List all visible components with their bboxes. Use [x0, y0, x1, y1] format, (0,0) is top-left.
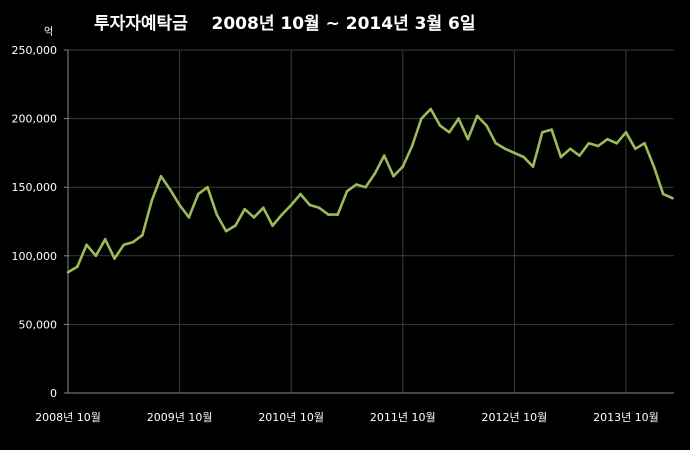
- data-point: [503, 147, 507, 151]
- data-point: [317, 206, 321, 210]
- data-point: [85, 243, 88, 247]
- data-point: [541, 131, 544, 134]
- data-point: [103, 238, 107, 241]
- data-point: [494, 142, 498, 145]
- data-point: [271, 224, 274, 227]
- data-point: [178, 203, 181, 207]
- data-point: [355, 183, 358, 186]
- data-point: [531, 165, 535, 168]
- data-point: [624, 131, 628, 134]
- y-tick-label: 200,000: [12, 113, 58, 126]
- data-point: [559, 155, 563, 159]
- data-point: [150, 199, 153, 203]
- x-tick-label: 2012년 10월: [481, 411, 547, 424]
- data-point: [568, 147, 572, 151]
- data-point: [66, 271, 70, 274]
- data-point: [671, 196, 674, 200]
- data-point: [206, 185, 209, 189]
- data-point: [113, 257, 116, 260]
- data-point: [596, 144, 600, 148]
- data-point: [634, 147, 637, 151]
- data-point: [122, 243, 126, 247]
- data-point: [606, 137, 609, 141]
- data-point: [187, 216, 191, 219]
- y-tick-label: 0: [50, 387, 57, 400]
- data-point: [224, 229, 228, 233]
- data-point: [643, 142, 646, 145]
- data-point: [420, 117, 423, 120]
- y-axis-unit: 억: [44, 26, 53, 38]
- data-point: [457, 117, 460, 120]
- data-point: [652, 165, 656, 168]
- x-tick-label: 2008년 10월: [35, 411, 101, 424]
- data-point: [252, 216, 256, 219]
- data-point: [364, 185, 367, 189]
- y-tick-label: 100,000: [12, 250, 58, 263]
- series-layer: [66, 107, 674, 274]
- data-point: [466, 137, 470, 141]
- x-tick-label: 2011년 10월: [370, 411, 436, 424]
- x-tick-label: 2013년 10월: [593, 411, 659, 424]
- data-point: [234, 224, 237, 227]
- data-point: [141, 233, 144, 237]
- data-point: [448, 131, 451, 134]
- data-point: [131, 240, 135, 244]
- data-point: [262, 206, 265, 210]
- data-point: [578, 154, 581, 157]
- y-tick-label: 250,000: [12, 44, 58, 57]
- data-point: [475, 114, 479, 118]
- data-point: [196, 192, 200, 196]
- data-point: [308, 203, 312, 207]
- data-point: [327, 213, 330, 216]
- data-point: [661, 192, 665, 196]
- chart-title: 투자자예탁금 2008년 10월 ~ 2014년 3월 6일: [94, 14, 476, 34]
- y-tick-label: 150,000: [12, 181, 58, 194]
- x-tick-label: 2010년 10월: [258, 411, 324, 424]
- plot-area: [68, 50, 674, 393]
- data-point: [94, 254, 98, 258]
- data-point: [587, 142, 591, 145]
- data-point: [522, 155, 525, 159]
- series-line: [67, 107, 674, 274]
- data-point: [215, 213, 219, 216]
- data-point: [615, 142, 618, 145]
- x-tick-label: 2009년 10월: [147, 411, 213, 424]
- data-point: [438, 124, 442, 127]
- y-tick-label: 50,000: [19, 318, 58, 331]
- data-point: [243, 207, 246, 211]
- data-point: [392, 174, 395, 178]
- data-point: [401, 165, 405, 168]
- axis-layer: 0 50,000 100,000 150,000 200,000 250,000 2008년…: [12, 44, 674, 424]
- data-point: [280, 213, 284, 216]
- data-point: [373, 172, 377, 175]
- data-point: [336, 213, 340, 216]
- data-point: [410, 144, 414, 148]
- data-point: [382, 154, 386, 157]
- data-point: [513, 151, 516, 155]
- data-point: [550, 128, 553, 131]
- data-point: [429, 107, 433, 111]
- data-point: [345, 190, 349, 193]
- data-point: [76, 265, 79, 269]
- data-point: [289, 203, 293, 207]
- data-point: [159, 174, 163, 178]
- data-point: [299, 192, 302, 196]
- data-point: [485, 124, 488, 127]
- data-point: [169, 188, 172, 192]
